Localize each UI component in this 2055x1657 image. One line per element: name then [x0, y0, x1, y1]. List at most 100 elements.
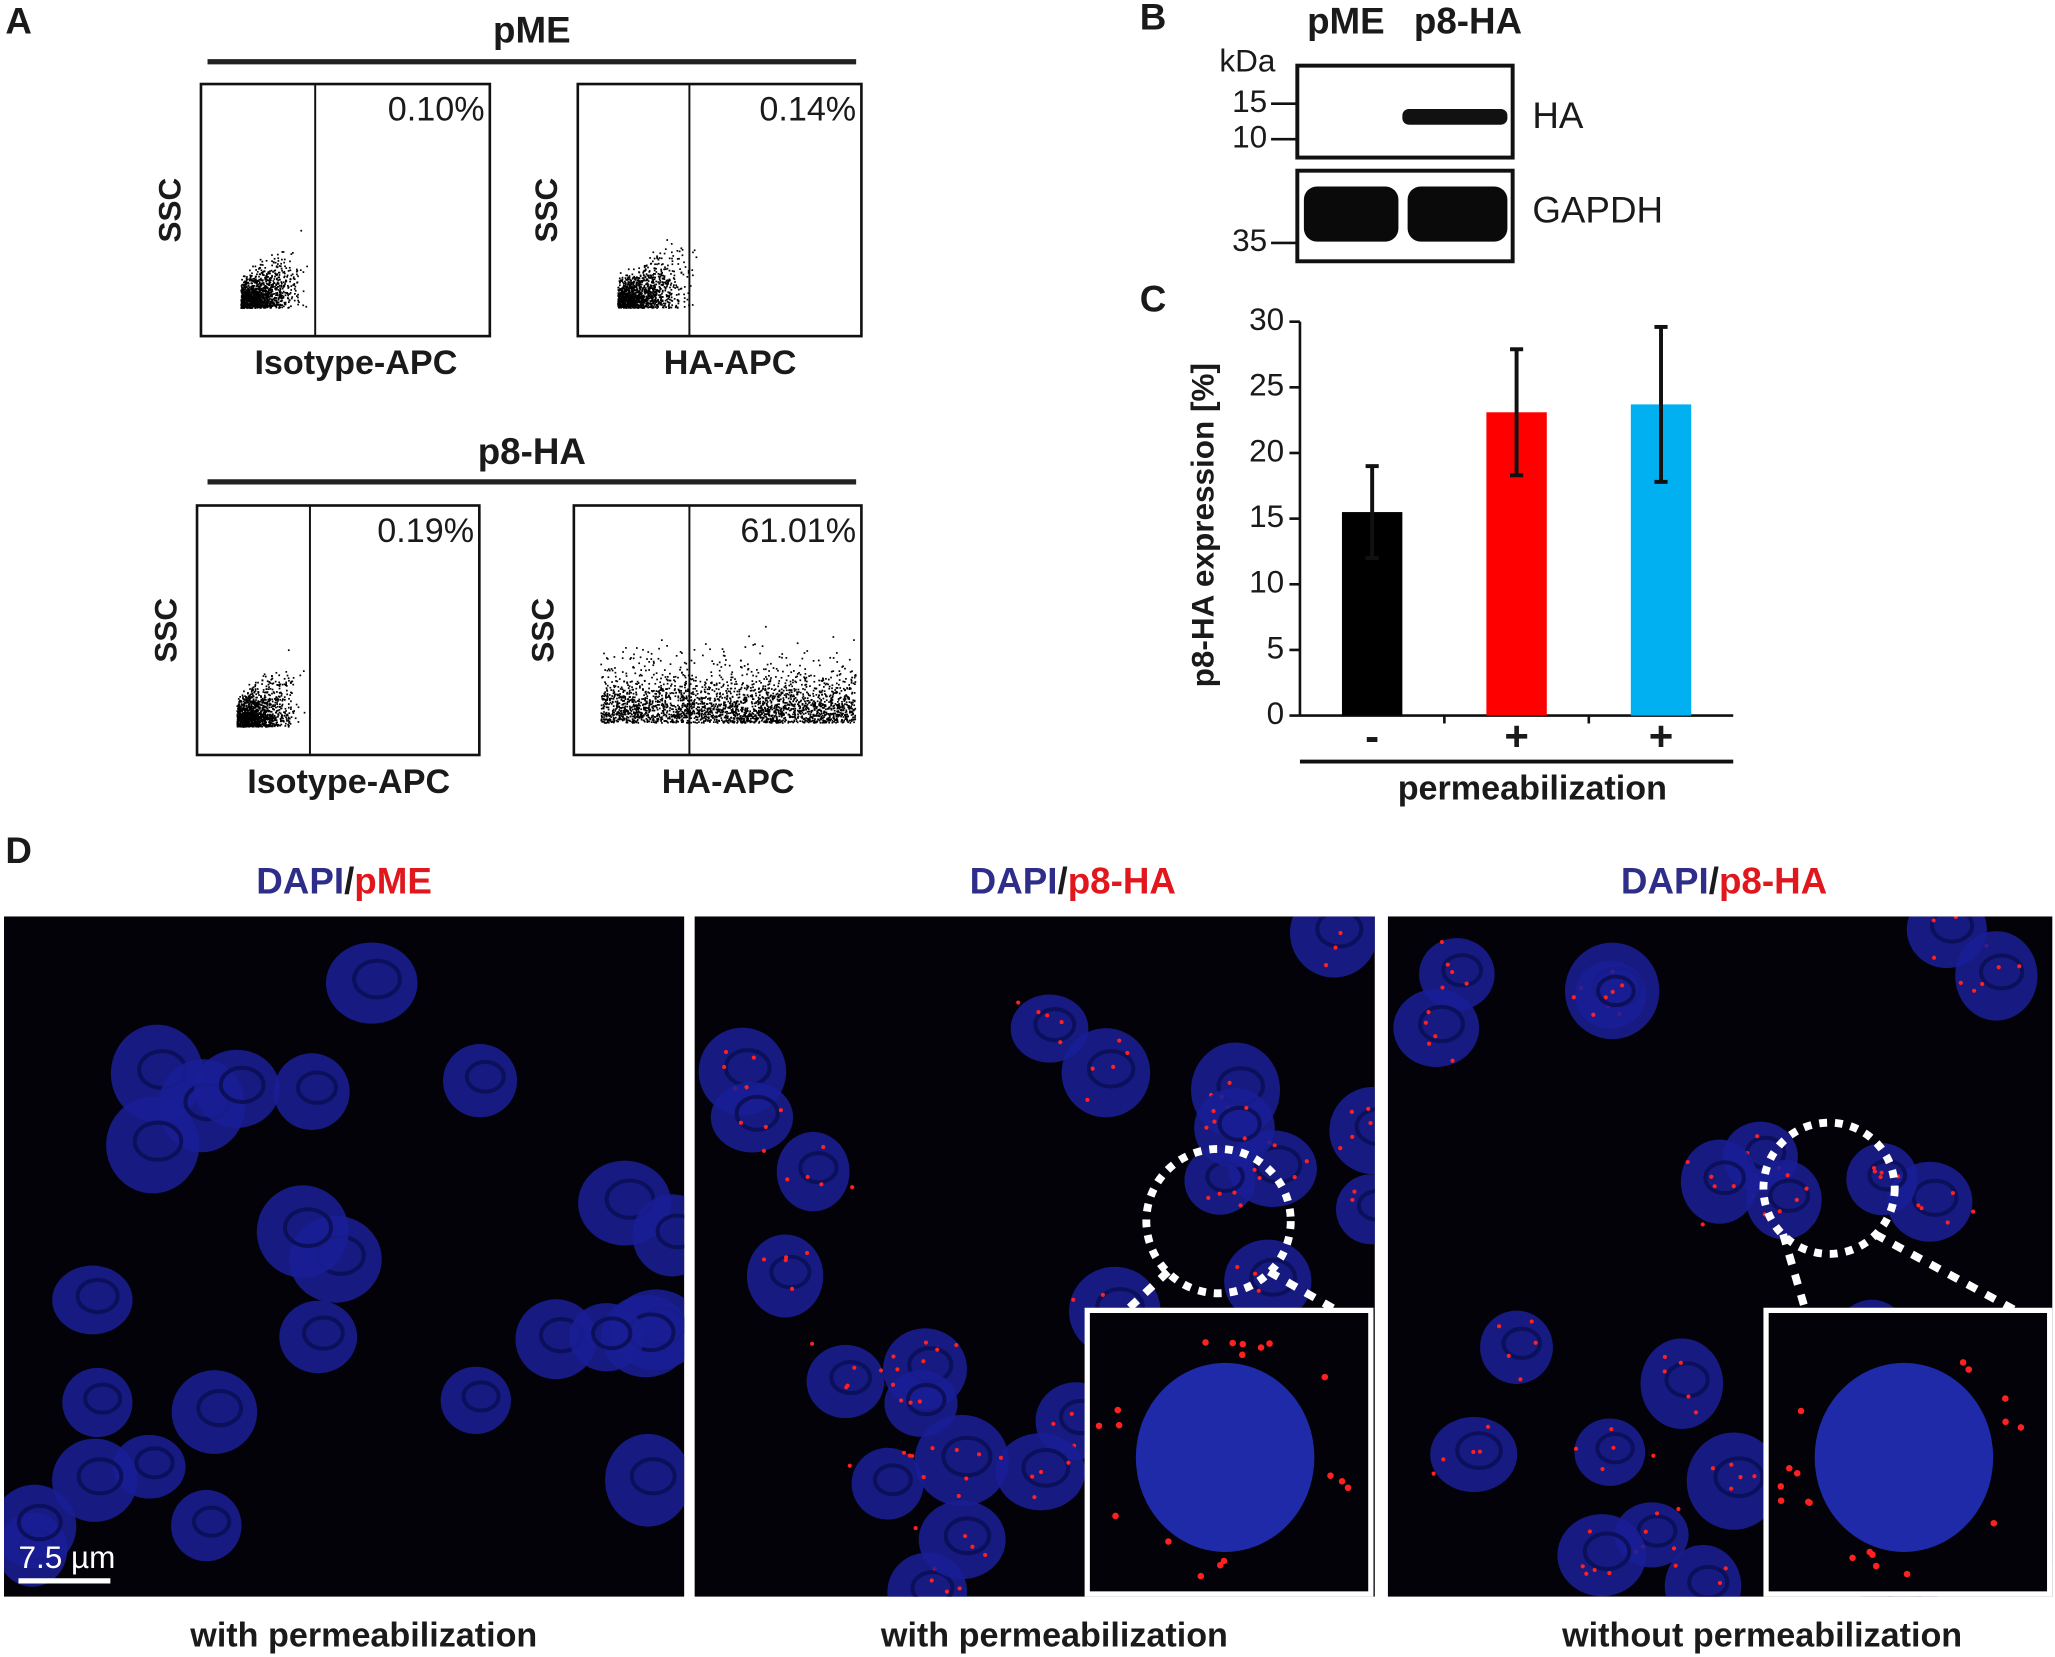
event-dot	[245, 289, 248, 291]
event-dot	[263, 719, 266, 721]
event-dot	[756, 718, 758, 721]
event-dot	[629, 305, 631, 308]
event-dot	[694, 679, 697, 682]
event-dot	[668, 303, 670, 306]
event-dot	[833, 712, 835, 715]
event-dot	[708, 697, 711, 700]
event-dot	[727, 719, 730, 722]
event-dot	[658, 693, 661, 695]
event-dot	[606, 689, 608, 691]
event-dot	[687, 272, 690, 274]
event-dot	[247, 711, 250, 714]
event-dot	[276, 715, 279, 718]
event-dot	[813, 687, 816, 690]
event-dot	[249, 275, 252, 278]
event-dot	[651, 676, 653, 679]
event-dot	[655, 271, 658, 273]
event-dot	[666, 295, 669, 298]
event-dot	[626, 286, 629, 289]
event-dot	[730, 709, 733, 711]
event-dot	[280, 691, 282, 694]
event-dot	[252, 702, 254, 705]
event-dot	[634, 714, 636, 716]
event-dot	[622, 293, 624, 296]
event-dot	[636, 277, 639, 279]
event-dot	[638, 298, 640, 301]
event-dot	[265, 721, 268, 724]
event-dot	[647, 288, 650, 290]
event-dot	[254, 297, 257, 299]
event-dot	[271, 718, 273, 720]
event-dot	[628, 277, 631, 279]
event-dot	[259, 714, 262, 717]
event-dot	[667, 295, 670, 297]
event-dot	[633, 302, 636, 305]
event-dot	[667, 283, 669, 285]
event-dot	[282, 717, 284, 720]
event-dot	[621, 657, 624, 660]
event-dot	[668, 302, 671, 304]
event-dot	[277, 289, 280, 291]
event-dot	[812, 703, 815, 706]
event-dot	[627, 283, 630, 285]
event-dot	[627, 300, 630, 302]
event-dot	[265, 293, 267, 296]
event-dot	[657, 275, 660, 278]
event-dot	[718, 703, 720, 706]
event-dot	[251, 701, 254, 703]
event-dot	[648, 720, 651, 723]
event-dot	[820, 699, 823, 702]
event-dot	[658, 276, 661, 279]
event-dot	[624, 293, 627, 296]
event-dot	[641, 290, 644, 292]
event-dot	[707, 708, 710, 710]
event-dot	[264, 691, 267, 694]
event-dot	[247, 305, 250, 308]
event-dot	[621, 695, 623, 698]
event-dot	[246, 692, 249, 695]
event-dot	[656, 307, 658, 309]
event-dot	[267, 301, 270, 304]
event-dot	[278, 709, 281, 711]
event-dot	[268, 280, 271, 283]
event-dot	[621, 278, 624, 281]
event-dot	[673, 298, 676, 300]
event-dot	[632, 301, 635, 304]
event-dot	[266, 283, 269, 286]
event-dot	[249, 697, 252, 700]
event-dot	[653, 287, 655, 290]
event-dot	[283, 714, 286, 717]
event-dot	[850, 720, 853, 722]
event-dot	[244, 304, 247, 307]
event-dot	[711, 712, 714, 714]
event-dot	[772, 698, 774, 701]
event-dot	[782, 714, 785, 717]
event-dot	[658, 285, 661, 288]
event-dot	[241, 301, 243, 303]
event-dot	[278, 711, 281, 714]
event-dot	[254, 265, 257, 268]
event-dot	[720, 676, 723, 679]
event-dot	[247, 302, 249, 305]
event-dot	[236, 715, 239, 718]
event-dot	[259, 297, 262, 300]
event-dot	[615, 708, 617, 710]
event-dot	[806, 703, 809, 706]
event-dot	[625, 290, 627, 293]
event-dot	[675, 708, 678, 711]
event-dot	[660, 297, 663, 300]
event-dot	[637, 699, 640, 702]
event-dot	[275, 292, 277, 295]
event-dot	[660, 704, 663, 706]
event-dot	[729, 690, 731, 693]
event-dot	[264, 295, 267, 297]
event-dot	[290, 285, 293, 288]
event-dot	[647, 304, 650, 307]
event-dot	[631, 287, 634, 290]
event-dot	[611, 695, 614, 697]
event-dot	[265, 699, 267, 701]
event-dot	[648, 699, 651, 701]
event-dot	[247, 288, 250, 291]
event-dot	[650, 721, 653, 723]
event-dot	[646, 299, 649, 302]
